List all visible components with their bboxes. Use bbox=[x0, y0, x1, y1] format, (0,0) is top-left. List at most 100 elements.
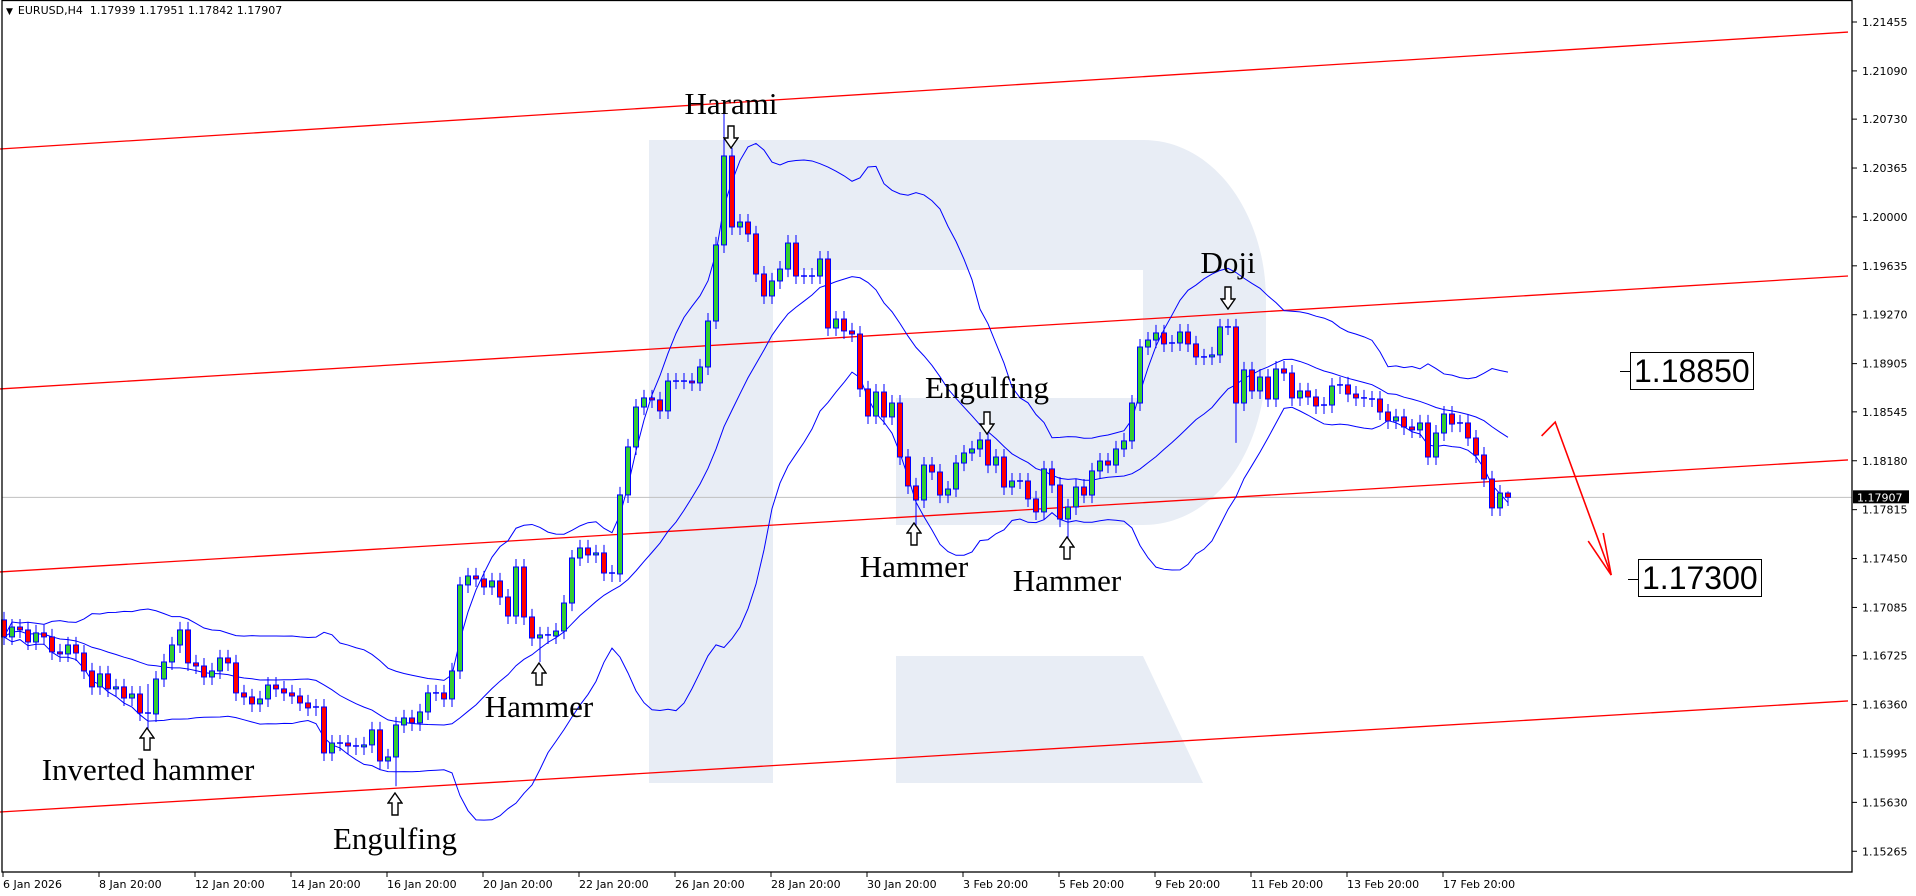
candle-body-bull bbox=[1273, 368, 1279, 400]
candle-body-bull bbox=[465, 575, 471, 586]
forecast-arrow-line bbox=[1541, 420, 1612, 576]
candle bbox=[1025, 472, 1031, 507]
time-axis[interactable]: 6 Jan 2026 8 Jan 20:00 12 Jan 20:00 14 Jan … bbox=[2, 872, 1515, 891]
candle-body-bear bbox=[505, 596, 511, 617]
candle bbox=[1473, 429, 1479, 464]
candle-body-bull bbox=[1097, 460, 1103, 472]
candle-body-bull bbox=[369, 729, 375, 746]
candle bbox=[425, 684, 431, 720]
candle bbox=[1265, 368, 1271, 408]
candle bbox=[457, 576, 463, 679]
candle bbox=[1145, 332, 1151, 356]
candle-body-bear bbox=[297, 695, 303, 704]
candle-body-bear bbox=[17, 626, 23, 631]
candle bbox=[1009, 472, 1015, 496]
candle-body-bull bbox=[1497, 492, 1503, 509]
candle-body-bull bbox=[833, 318, 839, 329]
candle bbox=[1489, 470, 1495, 516]
price-tick-label: 1.18905 bbox=[1862, 358, 1908, 371]
candle-body-bear bbox=[1313, 396, 1319, 407]
bollinger-bands bbox=[3, 142, 1509, 821]
channel-line[interactable] bbox=[0, 275, 1849, 390]
candle-body-bull bbox=[129, 693, 135, 699]
candle bbox=[1449, 405, 1455, 433]
candle-body-bear bbox=[1081, 486, 1087, 496]
candle-body-bear bbox=[1289, 372, 1295, 399]
time-tick-label: 17 Feb 20:00 bbox=[1443, 878, 1515, 891]
candle bbox=[321, 698, 327, 761]
channel-line[interactable] bbox=[0, 700, 1849, 813]
price-tick-label: 1.16725 bbox=[1862, 650, 1908, 663]
candle bbox=[1273, 360, 1279, 408]
candle bbox=[1097, 452, 1103, 479]
candle-body-bull bbox=[209, 670, 215, 678]
candle-body-bull bbox=[9, 626, 15, 638]
candle bbox=[1105, 452, 1111, 474]
candle bbox=[785, 235, 791, 278]
arrow-up-icon bbox=[531, 662, 547, 686]
candle bbox=[769, 272, 775, 305]
candle bbox=[9, 618, 15, 645]
candle-body-bear bbox=[377, 729, 383, 762]
candle bbox=[113, 678, 119, 697]
candle-body-bear bbox=[1489, 478, 1495, 509]
triangle-down-icon[interactable]: ▼ bbox=[6, 7, 13, 17]
candle-body-bull bbox=[873, 391, 879, 417]
annotation-inverted-hammer: Inverted hammer bbox=[41, 752, 255, 787]
candle-body-bear bbox=[905, 456, 911, 487]
candle bbox=[33, 624, 39, 651]
time-tick-label: 11 Feb 20:00 bbox=[1251, 878, 1323, 891]
candle bbox=[1153, 324, 1159, 349]
candle-body-bear bbox=[25, 629, 31, 643]
candle bbox=[585, 539, 591, 563]
candle bbox=[921, 457, 927, 509]
candle bbox=[833, 310, 839, 337]
candle-body-bull bbox=[1297, 390, 1303, 399]
candle bbox=[569, 549, 575, 612]
candle-body-bull bbox=[393, 724, 399, 758]
bollinger-middle-band bbox=[3, 276, 1509, 726]
price-tick-label: 1.21455 bbox=[1862, 16, 1908, 29]
candle-body-bear bbox=[745, 221, 751, 235]
candle bbox=[129, 685, 135, 707]
time-tick-label: 13 Feb 20:00 bbox=[1347, 878, 1419, 891]
candle bbox=[353, 737, 359, 755]
candle bbox=[993, 448, 999, 474]
candle bbox=[1121, 432, 1127, 458]
candle bbox=[929, 457, 935, 481]
candle bbox=[1049, 460, 1055, 494]
candle-body-bull bbox=[33, 632, 39, 643]
candle bbox=[1073, 478, 1079, 516]
candle-body-bear bbox=[585, 547, 591, 556]
candle bbox=[905, 448, 911, 494]
candle bbox=[721, 111, 727, 253]
time-tick-label: 9 Feb 20:00 bbox=[1155, 878, 1220, 891]
candle bbox=[1297, 382, 1303, 406]
channel-line[interactable] bbox=[0, 31, 1849, 150]
candle-body-bear bbox=[1305, 390, 1311, 398]
candle-body-bull bbox=[457, 584, 463, 672]
price-tick-label: 1.19270 bbox=[1862, 309, 1908, 322]
candle bbox=[377, 721, 383, 770]
candle bbox=[265, 676, 271, 707]
candle-body-bull bbox=[1129, 402, 1135, 442]
candle bbox=[617, 486, 623, 582]
candle bbox=[329, 734, 335, 761]
candle bbox=[241, 684, 247, 705]
price-axis[interactable]: 1.21455 1.21090 1.20730 1.20365 1.20000 1.196… bbox=[1852, 16, 1909, 858]
candle-body-bear bbox=[321, 706, 327, 754]
candle-body-bull bbox=[737, 221, 743, 228]
watermark-logo-icon bbox=[649, 140, 1266, 783]
candle bbox=[1129, 394, 1135, 449]
candle bbox=[105, 665, 111, 697]
candle bbox=[473, 567, 479, 587]
arrow-up-icon bbox=[387, 792, 403, 816]
candle bbox=[1505, 491, 1511, 507]
candle-body-bull bbox=[561, 602, 567, 632]
candle-body-bear bbox=[481, 578, 487, 588]
candle-body-bear bbox=[1473, 437, 1479, 456]
candle bbox=[889, 394, 895, 425]
candle-body-bear bbox=[929, 464, 935, 473]
candle bbox=[649, 389, 655, 408]
